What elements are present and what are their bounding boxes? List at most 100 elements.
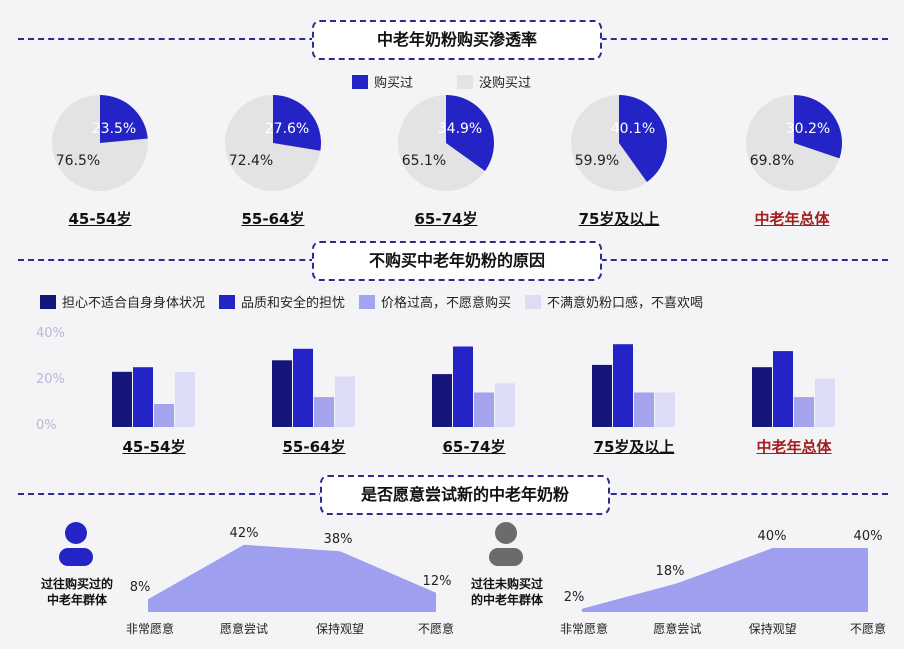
left-group-label-line1: 过往购买过的 xyxy=(40,577,113,591)
pie-slice-bought xyxy=(619,95,668,183)
area-category-label: 不愿意 xyxy=(418,621,454,636)
bar-group-label-total: 中老年总体 xyxy=(756,438,832,456)
bar xyxy=(432,374,452,427)
area-category-label: 保持观望 xyxy=(316,621,364,636)
bar xyxy=(154,404,174,427)
bar xyxy=(634,392,654,427)
pie-not-bought-label: 76.5% xyxy=(56,153,100,169)
area-value-label: 42% xyxy=(230,526,259,541)
bar xyxy=(175,371,195,427)
pie-not-bought-label: 72.4% xyxy=(229,153,273,169)
legend-swatch xyxy=(40,294,56,309)
legend-swatch xyxy=(525,294,542,309)
y-tick-label: 0% xyxy=(36,418,57,433)
bar xyxy=(794,397,814,427)
area-value-label: 18% xyxy=(656,564,685,579)
area-value-label: 8% xyxy=(130,580,151,595)
pie-bought-label: 30.2% xyxy=(786,121,830,137)
legend-not-bought: 没购买过 xyxy=(457,72,531,91)
legend-item-body: 担心不适合自身身体状况 xyxy=(40,292,205,311)
legend-not-bought-swatch xyxy=(457,74,474,89)
legend-label: 价格过高，不愿意购买 xyxy=(381,296,512,311)
bar-chart xyxy=(112,344,835,427)
pie-group-label-total: 中老年总体 xyxy=(754,210,830,228)
pie-slice-bought xyxy=(794,95,843,159)
legend-swatch xyxy=(219,294,236,309)
pie-group-label: 45-54岁 xyxy=(68,210,132,228)
area-shape xyxy=(148,544,436,612)
legend-label: 品质和安全的担忧 xyxy=(241,296,346,311)
right-group-label: 过往未购买过 的中老年群体 xyxy=(452,576,562,608)
bar xyxy=(815,378,835,427)
bar xyxy=(773,351,793,427)
area-category-label: 愿意尝试 xyxy=(653,621,701,636)
section3-title: 是否愿意尝试新的中老年奶粉 xyxy=(320,475,610,515)
legend-item-price: 价格过高，不愿意购买 xyxy=(359,292,511,311)
bar xyxy=(335,376,355,427)
bar xyxy=(453,346,473,427)
area-category-label: 不愿意 xyxy=(850,621,886,636)
pie-charts: 23.5% 76.5% 27.6% 72.4% 34.9% 65.1% 40.1% 59.9%… xyxy=(52,95,843,191)
left-group-label: 过往购买过的 中老年群体 xyxy=(22,576,132,608)
bar-legend: 担心不适合自身身体状况 品质和安全的担忧 价格过高，不愿意购买 不满意奶粉口感，… xyxy=(40,292,717,311)
legend-not-bought-label: 没购买过 xyxy=(479,76,532,91)
pie-bought-label: 40.1% xyxy=(611,121,655,137)
pie-not-bought-label: 59.9% xyxy=(575,153,619,169)
pie-group-label: 75岁及以上 xyxy=(578,210,660,228)
legend-swatch xyxy=(359,294,376,309)
legend-item-taste: 不满意奶粉口感，不喜欢喝 xyxy=(525,292,703,311)
bar xyxy=(474,392,494,427)
bar-group-label: 55-64岁 xyxy=(282,438,346,456)
pie-bought-label: 27.6% xyxy=(265,121,309,137)
bar-group-label: 75岁及以上 xyxy=(593,438,675,456)
pie-bought-label: 23.5% xyxy=(92,121,136,137)
bar xyxy=(495,383,515,427)
pie-slice-bought xyxy=(273,95,321,151)
bar xyxy=(752,367,772,427)
area-value-label: 2% xyxy=(564,590,585,605)
area-category-label: 非常愿意 xyxy=(560,621,608,636)
area-shape xyxy=(582,548,868,612)
bar-group-label: 45-54岁 xyxy=(122,438,186,456)
bar xyxy=(314,397,334,427)
section1-title: 中老年奶粉购买渗透率 xyxy=(312,20,602,60)
bar-group-label: 65-74岁 xyxy=(442,438,506,456)
pie-group-label: 55-64岁 xyxy=(241,210,305,228)
y-tick-label: 40% xyxy=(36,326,65,341)
legend-bought: 购买过 xyxy=(352,72,413,91)
area-value-label: 40% xyxy=(854,529,883,544)
right-group-label-line2: 的中老年群体 xyxy=(470,593,543,607)
legend-bought-label: 购买过 xyxy=(374,76,414,91)
bar xyxy=(133,367,153,427)
pie-not-bought-label: 69.8% xyxy=(750,153,794,169)
y-tick-label: 20% xyxy=(36,372,65,387)
area-category-label: 愿意尝试 xyxy=(220,621,268,636)
area-value-label: 38% xyxy=(324,532,353,547)
bar xyxy=(655,392,675,427)
bar xyxy=(272,360,292,427)
bar xyxy=(613,344,633,427)
pie-legend: 购买过 没购买过 xyxy=(352,72,545,91)
legend-label: 担心不适合自身身体状况 xyxy=(62,296,206,311)
person-icon xyxy=(59,522,93,566)
pie-slice-bought xyxy=(446,95,495,171)
legend-item-quality: 品质和安全的担忧 xyxy=(219,292,345,311)
pie-slice-bought xyxy=(100,95,148,143)
bar xyxy=(592,364,612,427)
area-category-label: 非常愿意 xyxy=(126,621,174,636)
bar xyxy=(112,371,132,427)
left-group-label-line2: 中老年群体 xyxy=(46,593,107,607)
person-icon xyxy=(489,522,523,566)
legend-label: 不满意奶粉口感，不喜欢喝 xyxy=(547,296,704,311)
legend-bought-swatch xyxy=(352,74,368,89)
right-group-label-line1: 过往未购买过 xyxy=(470,577,543,591)
area-value-label: 40% xyxy=(758,529,787,544)
pie-group-label: 65-74岁 xyxy=(414,210,478,228)
section2-title: 不购买中老年奶粉的原因 xyxy=(312,241,602,281)
pie-not-bought-label: 65.1% xyxy=(402,153,446,169)
pie-bought-label: 34.9% xyxy=(438,121,482,137)
area-category-label: 保持观望 xyxy=(749,621,797,636)
bar xyxy=(293,348,313,427)
area-value-label: 12% xyxy=(423,574,452,589)
